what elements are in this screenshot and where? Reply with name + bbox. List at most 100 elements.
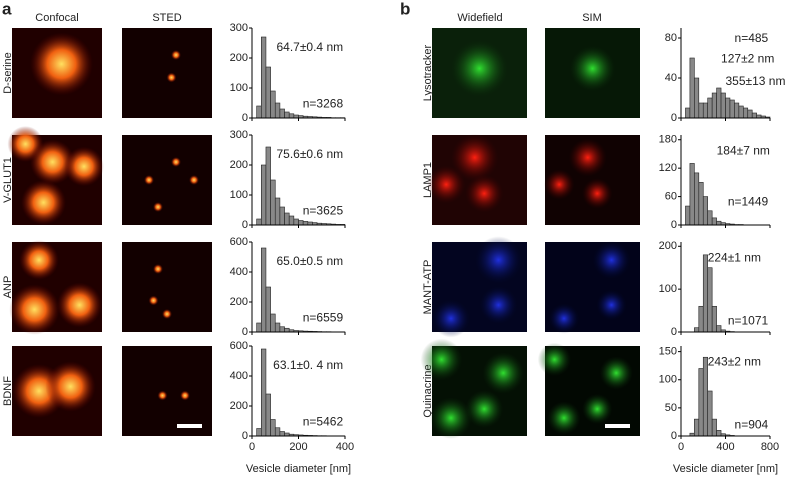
blob (21, 180, 66, 225)
histogram-bar (703, 103, 707, 118)
x-tick-label: 0 (249, 441, 255, 453)
x-axis-label: Vesicle diameter [nm] (673, 463, 778, 475)
x-tick-label: 400 (716, 441, 734, 453)
y-tick-label: 0 (242, 219, 248, 231)
histogram-bar (303, 221, 308, 225)
spot (144, 175, 154, 185)
spot (162, 309, 172, 319)
blob (544, 169, 574, 199)
y-tick-label: 0 (671, 219, 677, 231)
histogram-bar (690, 58, 694, 118)
histogram-bar (261, 248, 266, 332)
histogram-bar (271, 91, 276, 118)
scale-bar (177, 424, 202, 428)
blob (475, 236, 523, 284)
histogram-bar (712, 419, 716, 436)
micrograph (421, 339, 527, 439)
blob (465, 175, 503, 213)
histogram-bar (285, 213, 290, 225)
y-tick-label: 40 (665, 72, 677, 84)
histogram-bar (708, 211, 712, 225)
annotation: 75.6±0.6 nm (276, 147, 343, 161)
micrograph (12, 346, 102, 436)
y-tick-label: 200 (659, 240, 677, 252)
y-tick-label: 100 (230, 82, 248, 94)
image-background (122, 346, 212, 436)
x-tick-label: 0 (678, 441, 684, 453)
blob (9, 284, 59, 334)
scale-bar (605, 424, 630, 428)
y-tick-label: 200 (230, 159, 248, 171)
column-header: Widefield (457, 12, 502, 24)
y-tick-label: 600 (230, 340, 248, 352)
histogram-bar (694, 173, 698, 225)
histogram-bar (271, 420, 276, 437)
micrograph (122, 28, 212, 118)
histogram-bar (275, 428, 280, 436)
histogram-bar (271, 180, 276, 225)
y-tick-label: 200 (230, 296, 248, 308)
y-tick-label: 200 (230, 52, 248, 64)
blob (465, 390, 503, 428)
annotation: n=3268 (303, 97, 344, 111)
annotation: 184±7 nm (717, 143, 770, 157)
histogram-bar (690, 163, 694, 225)
histogram-bar (739, 106, 743, 118)
y-tick-label: 0 (242, 112, 248, 124)
micrograph (122, 346, 212, 436)
blob (430, 397, 472, 439)
x-tick-label: 400 (336, 441, 354, 453)
histogram-bar (271, 314, 276, 332)
spot (171, 157, 181, 167)
histogram-bar (280, 327, 285, 332)
annotation: 224±1 nm (708, 250, 761, 264)
micrograph (427, 134, 527, 225)
y-tick-label: 0 (671, 326, 677, 338)
histogram-bar (289, 114, 294, 118)
y-tick-label: 100 (659, 374, 677, 386)
histogram-bar (275, 323, 280, 332)
histogram-bar (708, 268, 712, 332)
annotation: 65.0±0.5 nm (276, 254, 343, 268)
y-tick-label: 0 (671, 430, 677, 442)
column-header: SIM (582, 12, 602, 24)
y-tick-label: 120 (659, 162, 677, 174)
histogram-bar (712, 93, 716, 118)
annotation: n=485 (735, 31, 769, 45)
micrograph (432, 236, 527, 337)
blob (582, 178, 612, 208)
histogram-bar (685, 206, 689, 225)
histogram-bar (730, 100, 734, 118)
micrograph (538, 343, 640, 436)
spot (158, 391, 168, 401)
histogram-bar (694, 328, 698, 332)
blob (482, 352, 524, 394)
histogram-bar (699, 103, 703, 118)
y-tick-label: 180 (659, 134, 677, 146)
annotation: n=3625 (303, 204, 344, 218)
histogram-bar (721, 93, 725, 118)
y-tick-label: 0 (242, 326, 248, 338)
blob (549, 303, 579, 333)
histogram-bar (712, 306, 716, 332)
histogram-bar (257, 106, 262, 118)
y-tick-label: 100 (230, 189, 248, 201)
panel-label: a (2, 0, 12, 18)
blob (600, 356, 633, 389)
column-header: Confocal (35, 12, 78, 24)
histogram-bar (275, 103, 280, 118)
histogram-bar (694, 419, 698, 436)
panel-label: b (400, 0, 410, 18)
y-tick-label: 200 (230, 400, 248, 412)
spot (153, 264, 163, 274)
histogram-bar (717, 221, 721, 225)
spot (153, 202, 163, 212)
micrograph (122, 135, 212, 225)
y-tick-label: 0 (671, 112, 677, 124)
histogram-bar (280, 432, 285, 437)
histogram-bar (261, 349, 266, 436)
y-tick-label: 300 (230, 129, 248, 141)
histogram-bar (275, 198, 280, 225)
micrograph (545, 28, 640, 118)
